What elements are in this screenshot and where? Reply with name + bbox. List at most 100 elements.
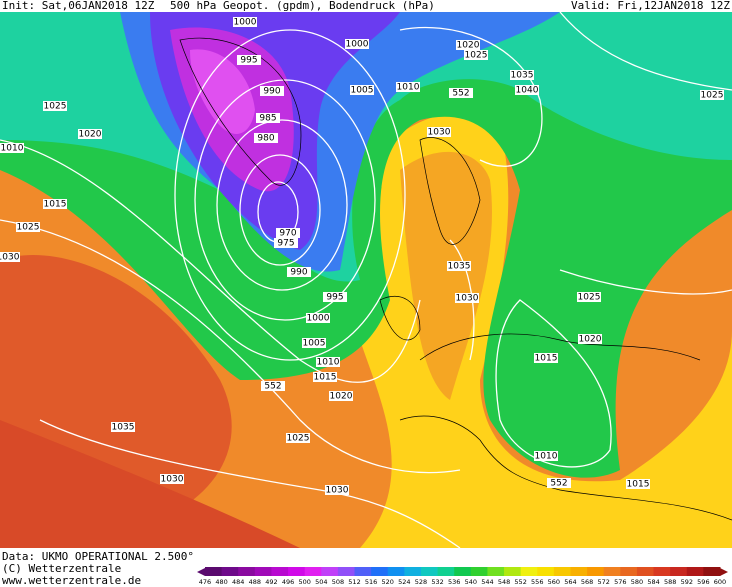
isobar-label: 1025 (578, 293, 601, 303)
label-box (16, 222, 40, 232)
colorbar-tick-label: 492 (265, 578, 277, 586)
isobar-label: 1025 (44, 102, 67, 112)
colorbar-tick-label: 588 (664, 578, 676, 586)
colorbar-segment (636, 567, 655, 576)
label-box (237, 55, 261, 65)
label-box (464, 50, 488, 60)
isobar-label: 1015 (314, 373, 337, 383)
isobar-label: 980 (257, 134, 274, 144)
label-box (534, 353, 558, 363)
label-box (700, 90, 724, 100)
isobar-label: 1035 (448, 262, 471, 272)
label-box (577, 292, 601, 302)
label-box (456, 40, 480, 50)
isobar-label: 1010 (317, 358, 340, 368)
colorbar-tick-label: 496 (282, 578, 294, 586)
colorbar-segment (321, 567, 339, 576)
colorbar-segment (553, 567, 571, 576)
label-box (160, 474, 184, 484)
label-box (547, 478, 571, 488)
label-box (111, 422, 135, 432)
colorbar-tick-label: 560 (548, 578, 560, 586)
colorbar-tick-label: 592 (681, 578, 693, 586)
isobar-label: 1020 (330, 392, 353, 402)
isobar-label: 1025 (701, 91, 724, 101)
map-field (0, 12, 732, 548)
isobar-label: 552 (550, 479, 567, 489)
coastlines (179, 37, 732, 521)
label-box (313, 372, 337, 382)
label-box (515, 85, 539, 95)
colorbar-tick-label: 484 (232, 578, 244, 586)
label-box (345, 39, 369, 49)
label-box (260, 86, 284, 96)
colorbar-segment (703, 567, 721, 576)
colorbar-tick-label: 580 (631, 578, 643, 586)
label-box (447, 261, 471, 271)
isobar-label: 1000 (234, 18, 257, 28)
colorbar-tick-label: 520 (382, 578, 394, 586)
label-box (350, 85, 374, 95)
isobar-label: 995 (326, 293, 343, 303)
isobar-label: 1030 (456, 294, 479, 304)
label-box (276, 228, 300, 238)
isobar-label: 1025 (17, 223, 40, 233)
header-bar (0, 0, 732, 12)
colorbar-tick-label: 548 (498, 578, 510, 586)
isobar-label: 1030 (0, 253, 20, 263)
isobar-label: 1040 (516, 86, 539, 96)
label-box (286, 433, 310, 443)
label-box (78, 129, 102, 139)
label-box (0, 252, 20, 262)
colorbar-segment (686, 567, 704, 576)
colorbar-tick-label: 552 (514, 578, 526, 586)
copyright: (C) Wetterzentrale (2, 562, 121, 575)
colorbar-segment (504, 567, 522, 576)
label-box (261, 381, 285, 391)
colorbar-segment (271, 567, 289, 576)
isobar-label: 1010 (397, 83, 420, 93)
colorbar-tick-label: 516 (365, 578, 377, 586)
colorbar-tick-label: 524 (398, 578, 410, 586)
colorbar-tick-label: 512 (348, 578, 360, 586)
isobar-label: 1000 (307, 314, 330, 324)
colorbar-segment (221, 567, 239, 576)
colorbar-segment (603, 567, 621, 576)
colorbar-segment (587, 567, 605, 576)
colorbar-tick-label: 564 (564, 578, 576, 586)
colorbar-segment (205, 567, 223, 576)
label-box (323, 292, 347, 302)
label-box (449, 88, 473, 98)
colorbar-segment (537, 567, 555, 576)
label-box (43, 199, 67, 209)
isobar-label: 552 (452, 89, 469, 99)
isobar-label: 1035 (511, 71, 534, 81)
colorbar-arrow-left (197, 568, 205, 576)
label-box (510, 70, 534, 80)
label-box (43, 101, 67, 111)
colorbar-arrow-right (720, 568, 728, 576)
isobar-label: 1005 (303, 339, 326, 349)
label-box (455, 293, 479, 303)
data-source: Data: UKMO OPERATIONAL 2.500° (2, 550, 194, 563)
isobar-label: 990 (290, 268, 307, 278)
label-box (233, 17, 257, 27)
colorbar-tick-label: 476 (199, 578, 211, 586)
label-box (396, 82, 420, 92)
colorbar-tick-label: 540 (465, 578, 477, 586)
label-box (256, 113, 280, 123)
isobar-label: 1020 (579, 335, 602, 345)
colorbar-segment (470, 567, 488, 576)
colorbar-tick-label: 504 (315, 578, 327, 586)
colorbar-segment (620, 567, 638, 576)
colorbar-tick-label: 596 (697, 578, 709, 586)
label-box (427, 127, 451, 137)
isobars (0, 11, 732, 549)
colorbar-tick-label: 544 (481, 578, 493, 586)
isobar-label: 1030 (428, 128, 451, 138)
colorbar-tick-label: 528 (415, 578, 427, 586)
label-box (626, 479, 650, 489)
colorbar-segment (288, 567, 306, 576)
